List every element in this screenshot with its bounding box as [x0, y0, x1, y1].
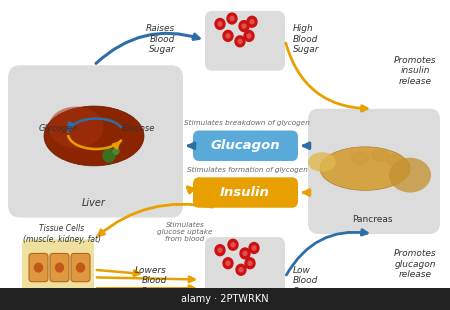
Circle shape — [35, 263, 42, 272]
Circle shape — [226, 261, 230, 265]
Circle shape — [215, 245, 225, 256]
Ellipse shape — [371, 149, 389, 162]
FancyBboxPatch shape — [22, 239, 94, 294]
FancyBboxPatch shape — [308, 109, 440, 234]
Text: Stimulates
glucose uptake
from blood: Stimulates glucose uptake from blood — [157, 222, 213, 242]
Ellipse shape — [386, 153, 404, 166]
FancyBboxPatch shape — [193, 177, 298, 208]
Ellipse shape — [308, 152, 336, 172]
Text: Low
Blood
Sugar: Low Blood Sugar — [293, 266, 319, 295]
Ellipse shape — [389, 158, 431, 193]
Circle shape — [218, 248, 222, 252]
Circle shape — [223, 258, 233, 269]
Circle shape — [248, 261, 252, 265]
Circle shape — [230, 16, 234, 20]
Text: Lowers
Blood
Sugar: Lowers Blood Sugar — [135, 266, 167, 295]
Circle shape — [228, 239, 238, 250]
Circle shape — [227, 13, 237, 24]
Ellipse shape — [49, 107, 104, 148]
Circle shape — [103, 149, 115, 162]
Ellipse shape — [351, 151, 369, 164]
Text: Glucose: Glucose — [122, 124, 155, 133]
Text: Glycogen: Glycogen — [38, 124, 78, 133]
Text: Promotes
insulin
release: Promotes insulin release — [394, 56, 436, 86]
Circle shape — [238, 39, 242, 43]
Circle shape — [231, 243, 235, 247]
Circle shape — [218, 22, 222, 26]
Circle shape — [242, 24, 246, 28]
Circle shape — [245, 258, 255, 269]
Text: Stimulates breakdown of glycogen: Stimulates breakdown of glycogen — [184, 120, 310, 126]
Circle shape — [76, 263, 85, 272]
FancyBboxPatch shape — [205, 11, 285, 71]
Text: Stimulates formation of glycogen: Stimulates formation of glycogen — [187, 167, 307, 173]
Circle shape — [55, 263, 63, 272]
FancyBboxPatch shape — [29, 254, 48, 282]
Circle shape — [247, 34, 251, 38]
Circle shape — [236, 264, 246, 275]
Circle shape — [226, 34, 230, 38]
FancyBboxPatch shape — [205, 237, 285, 297]
Circle shape — [239, 21, 249, 32]
Text: Glucagon: Glucagon — [210, 139, 280, 152]
FancyBboxPatch shape — [71, 254, 90, 282]
Circle shape — [252, 246, 256, 250]
Ellipse shape — [320, 147, 410, 190]
Circle shape — [249, 242, 259, 254]
Circle shape — [239, 268, 243, 272]
FancyBboxPatch shape — [50, 254, 69, 282]
Text: Pancreas: Pancreas — [352, 215, 392, 224]
Circle shape — [243, 251, 247, 255]
Text: High
Blood
Sugar: High Blood Sugar — [293, 24, 319, 54]
Text: Promotes
glucagon
release: Promotes glucagon release — [394, 250, 436, 279]
Text: Tissue Cells
(muscle, kidney, fat): Tissue Cells (muscle, kidney, fat) — [23, 224, 101, 244]
Text: alamy · 2PTWRKN: alamy · 2PTWRKN — [181, 294, 269, 304]
Circle shape — [244, 30, 254, 41]
FancyBboxPatch shape — [193, 131, 298, 161]
Circle shape — [247, 16, 257, 27]
Text: Insulin: Insulin — [220, 186, 270, 199]
Circle shape — [240, 248, 250, 259]
Circle shape — [223, 30, 233, 41]
Text: Raises
Blood
Sugar: Raises Blood Sugar — [146, 24, 175, 54]
Ellipse shape — [44, 106, 144, 166]
FancyBboxPatch shape — [8, 65, 183, 218]
Text: Liver: Liver — [82, 198, 106, 208]
Circle shape — [215, 19, 225, 29]
Circle shape — [250, 20, 254, 24]
FancyBboxPatch shape — [0, 288, 450, 310]
Circle shape — [235, 36, 245, 47]
Circle shape — [113, 148, 119, 154]
